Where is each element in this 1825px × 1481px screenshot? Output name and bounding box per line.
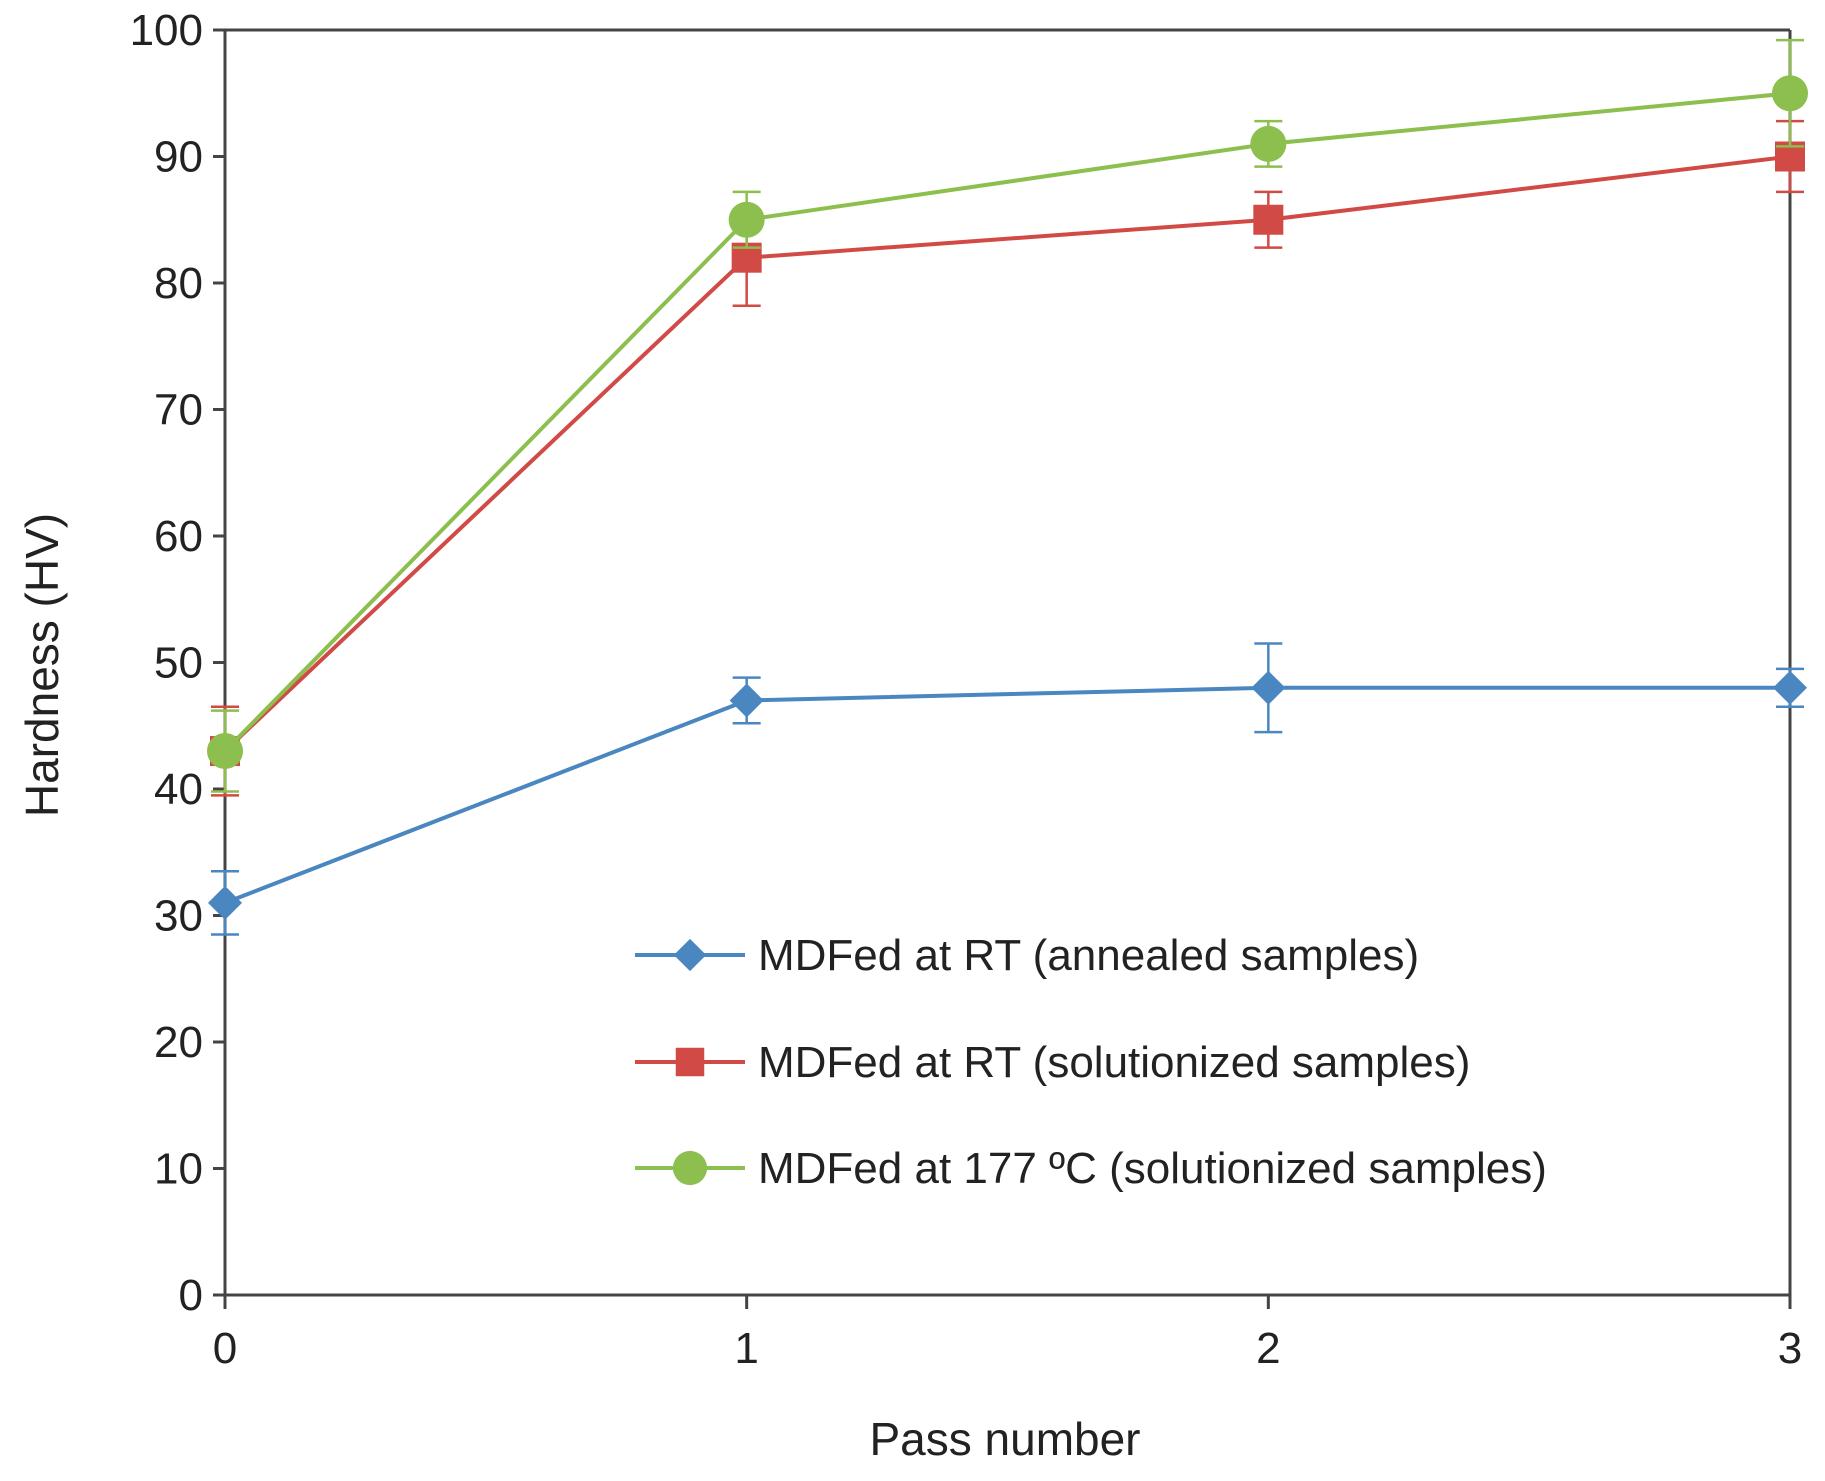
- circle-marker: [1250, 125, 1287, 162]
- x-tick-label: 2: [1256, 1324, 1280, 1373]
- x-tick-label: 3: [1778, 1324, 1802, 1373]
- legend-label: MDFed at 177 ºC (solutionized samples): [758, 1144, 1547, 1193]
- y-tick-label: 80: [154, 259, 203, 308]
- circle-marker: [672, 1150, 708, 1186]
- legend-item-2: MDFed at RT (solutionized samples): [635, 1038, 1470, 1087]
- x-tick-label: 1: [734, 1324, 758, 1373]
- series-line: [223, 154, 1791, 753]
- square-marker: [675, 1047, 705, 1077]
- series-line: [224, 685, 1790, 905]
- x-tick-label: 0: [213, 1324, 237, 1373]
- y-tick-label: 100: [130, 6, 203, 55]
- axes: [223, 28, 1792, 1297]
- x-axis-ticks: 0 1 2 3: [213, 1295, 1802, 1373]
- circle-marker: [728, 201, 765, 238]
- x-axis-title: Pass number: [869, 1413, 1140, 1465]
- y-tick-label: 90: [154, 133, 203, 182]
- y-tick-label: 10: [154, 1145, 203, 1194]
- y-tick-label: 0: [179, 1271, 203, 1320]
- square-marker: [1253, 204, 1284, 235]
- series-layer: [207, 38, 1808, 936]
- series-line: [223, 91, 1791, 753]
- legend-item-3: MDFed at 177 ºC (solutionized samples): [635, 1144, 1547, 1193]
- diamond-marker: [1773, 670, 1807, 705]
- legend: MDFed at RT (annealed samples) MDFed at R…: [635, 931, 1547, 1193]
- y-tick-label: 20: [154, 1018, 203, 1067]
- y-tick-label: 30: [154, 892, 203, 941]
- y-tick-label: 70: [154, 386, 203, 435]
- series-3: [207, 38, 1808, 793]
- y-axis-title: Hardness (HV): [16, 513, 68, 817]
- circle-marker: [207, 733, 243, 770]
- diamond-marker: [1251, 670, 1286, 705]
- y-tick-label: 40: [154, 765, 203, 814]
- diamond-marker: [673, 938, 707, 972]
- y-axis-ticks: 0 10 20 30 40 50 60 70 80 90 100: [130, 6, 225, 1320]
- series-1: [208, 642, 1807, 936]
- y-tick-label: 50: [154, 639, 203, 688]
- legend-item-1: MDFed at RT (annealed samples): [635, 931, 1419, 980]
- legend-label: MDFed at RT (annealed samples): [758, 931, 1419, 980]
- diamond-marker: [208, 885, 242, 920]
- diamond-marker: [729, 683, 764, 718]
- circle-marker: [1772, 75, 1808, 112]
- legend-label: MDFed at RT (solutionized samples): [758, 1038, 1470, 1087]
- y-tick-label: 60: [154, 512, 203, 561]
